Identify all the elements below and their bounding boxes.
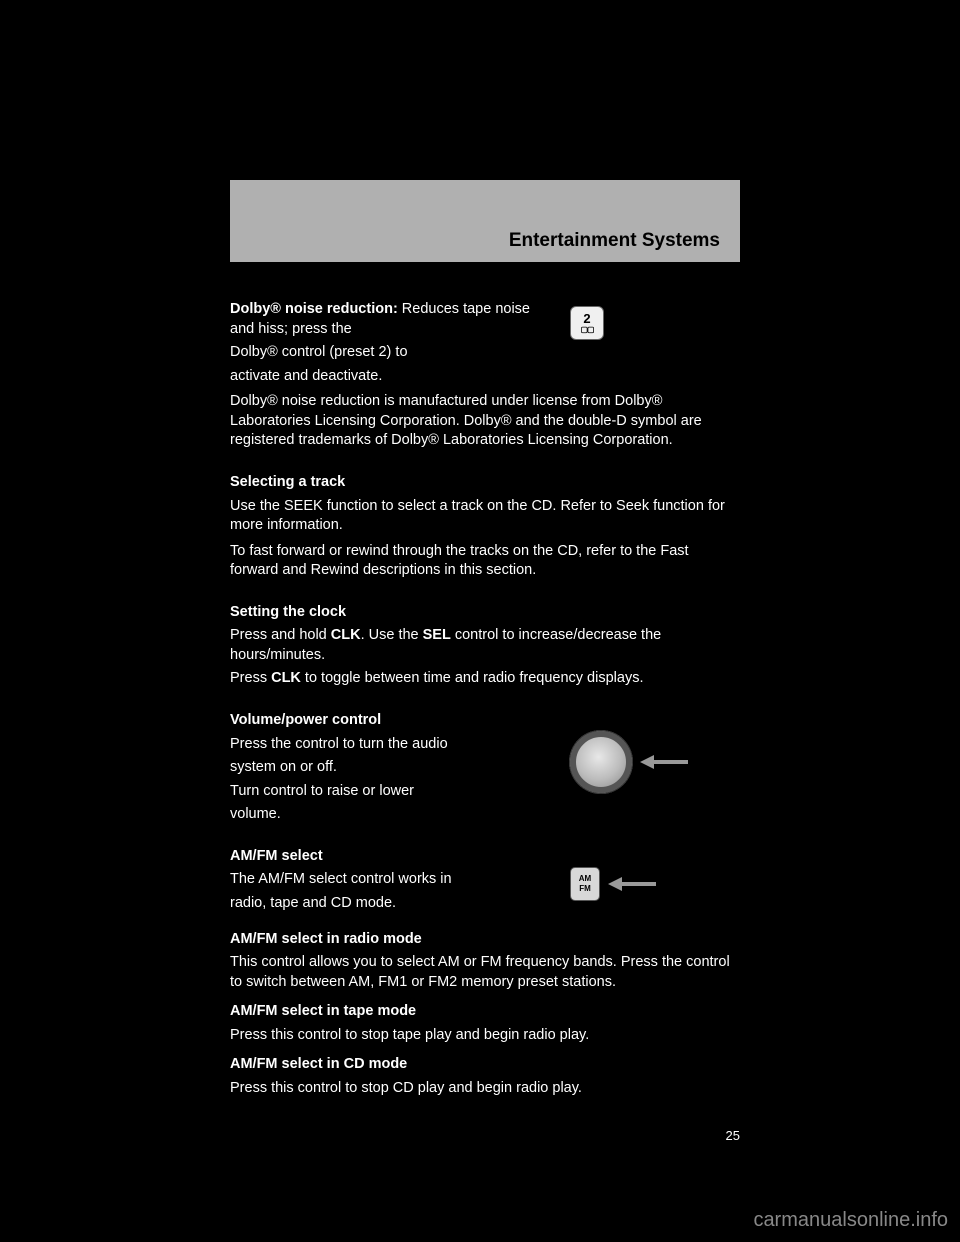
arrow-icon (608, 879, 656, 889)
section-header: Entertainment Systems (230, 180, 740, 262)
volume-l3: Turn control to raise or lower (230, 782, 556, 802)
amfm-radio-title: AM/FM select in radio mode (230, 930, 740, 950)
volume-text-col: Press the control to turn the audio syst… (230, 735, 556, 825)
header-title: Entertainment Systems (509, 230, 720, 252)
page-number: 25 (230, 1128, 740, 1143)
volume-knob-icon (570, 731, 632, 793)
amfm-cd-title: AM/FM select in CD mode (230, 1055, 740, 1075)
amfm-section: AM/FM select The AM/FM select control wo… (230, 847, 740, 1099)
dolby-section: Dolby® noise reduction: Reduces tape noi… (230, 300, 740, 451)
dolby-button-illustration: 2 ▢▢ (570, 306, 604, 340)
amfm-radio-body: This control allows you to select AM or … (230, 953, 740, 992)
volume-title: Volume/power control (230, 711, 740, 731)
amfm-title: AM/FM select (230, 847, 740, 867)
selecting-p2: To fast forward or rewind through the tr… (230, 542, 740, 581)
volume-l1: Press the control to turn the audio (230, 735, 556, 755)
amfm-cd-body: Press this control to stop CD play and b… (230, 1079, 740, 1099)
watermark: carmanualsonline.info (753, 1209, 948, 1232)
dolby-label: Dolby® noise reduction: (230, 301, 398, 317)
amfm-button-illustration: AM FM (570, 867, 656, 901)
selecting-track-section: Selecting a track Use the SEEK function … (230, 473, 740, 581)
selecting-p1: Use the SEEK function to select a track … (230, 497, 740, 536)
volume-section: Volume/power control Press the control t… (230, 711, 740, 825)
clock-p1: Press and hold CLK. Use the SEL control … (230, 626, 740, 665)
volume-knob-illustration (570, 731, 688, 793)
dolby-trademark: Dolby® noise reduction is manufactured u… (230, 392, 740, 451)
volume-l4: volume. (230, 805, 556, 825)
dolby-line2: Dolby® control (preset 2) to (230, 343, 556, 363)
dolby-line3: activate and deactivate. (230, 367, 556, 387)
selecting-title: Selecting a track (230, 473, 740, 493)
dolby-text-col: Dolby® noise reduction: Reduces tape noi… (230, 300, 556, 386)
amfm-l2: radio, tape and CD mode. (230, 894, 556, 914)
amfm-l1: The AM/FM select control works in (230, 870, 556, 890)
amfm-text-col: The AM/FM select control works in radio,… (230, 870, 556, 913)
clock-section: Setting the clock Press and hold CLK. Us… (230, 603, 740, 689)
amfm-button-icon: AM FM (570, 867, 600, 901)
preset-2-button-icon: 2 ▢▢ (570, 306, 604, 340)
dolby-symbol-icon: ▢▢ (580, 326, 593, 334)
manual-page: Entertainment Systems Dolby® noise reduc… (230, 180, 740, 1143)
clock-p2: Press CLK to toggle between time and rad… (230, 669, 740, 689)
clock-title: Setting the clock (230, 603, 740, 623)
dolby-line1: Dolby® noise reduction: Reduces tape noi… (230, 300, 556, 339)
amfm-tape-body: Press this control to stop tape play and… (230, 1026, 740, 1046)
arrow-icon (640, 757, 688, 767)
amfm-tape-title: AM/FM select in tape mode (230, 1002, 740, 1022)
preset-number: 2 (583, 312, 590, 325)
volume-l2: system on or off. (230, 758, 556, 778)
